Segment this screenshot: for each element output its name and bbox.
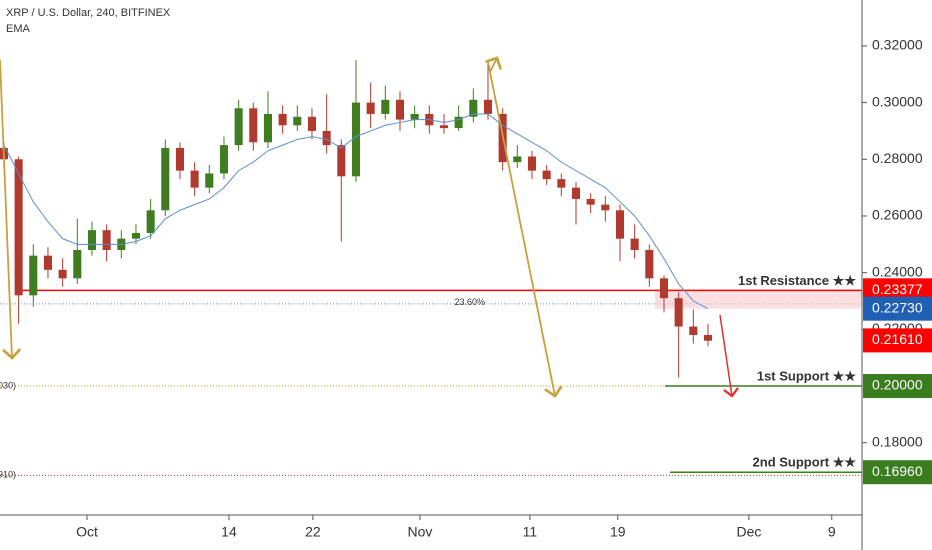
x-tick-label: 11 — [523, 524, 538, 540]
candle-body — [615, 210, 625, 239]
candle-body — [205, 173, 214, 188]
level-label: 1st Support ★★ — [757, 368, 856, 383]
dotted-level-label: 910) — [0, 470, 16, 480]
candle-body — [293, 116, 302, 126]
arrow — [719, 314, 732, 396]
candle-body — [322, 130, 331, 146]
level-badge-label: 0.20000 — [872, 377, 923, 393]
ema-badge — [863, 296, 932, 321]
y-tick-label: 0.24000 — [872, 263, 923, 279]
candle-body — [351, 102, 361, 177]
level-badge — [863, 374, 932, 399]
level-label: 1st Resistance ★★ — [738, 273, 856, 288]
x-tick-label: Oct — [76, 524, 98, 540]
candle-body — [219, 145, 229, 174]
candle-body — [659, 278, 669, 299]
arrow — [487, 61, 555, 396]
arrow — [490, 58, 497, 73]
candle-body — [249, 108, 258, 143]
candle-body — [175, 147, 185, 171]
candle-body — [263, 113, 273, 143]
level-badge-label: 0.23377 — [872, 281, 923, 297]
chart-title: XRP / U.S. Dollar, 240, BITFINEX — [6, 7, 171, 19]
indicator-name: EMA — [6, 23, 31, 35]
x-tick-label: 19 — [610, 524, 626, 540]
ema-badge-label: 0.22730 — [872, 299, 923, 315]
candle-body — [674, 298, 683, 327]
x-tick-label: Nov — [407, 524, 432, 540]
candle-body — [703, 335, 713, 341]
candle-body — [571, 187, 581, 199]
candle-body — [689, 326, 698, 336]
candle-body — [469, 99, 478, 117]
level-label: 2nd Support ★★ — [753, 455, 857, 470]
candle-body — [337, 145, 346, 177]
dotted-level-label: 030) — [0, 380, 16, 390]
candle-body — [146, 210, 155, 233]
candle-body — [527, 156, 537, 171]
candle-body — [395, 99, 405, 120]
candle-body — [557, 179, 566, 188]
candle-body — [601, 204, 610, 211]
candle-body — [14, 159, 23, 296]
candle-body — [645, 249, 654, 279]
price-badge-label: 0.21610 — [872, 331, 923, 347]
y-tick-label: 0.32000 — [872, 37, 923, 53]
candle-body — [630, 238, 639, 250]
level-badge-label: 0.16960 — [872, 463, 923, 479]
candle-body — [29, 255, 38, 296]
price-badge — [863, 328, 932, 353]
resistance-zone — [655, 290, 862, 309]
candle-body — [87, 230, 96, 250]
candle-body — [513, 156, 522, 163]
y-tick-label: 0.26000 — [872, 207, 923, 223]
candle-body — [234, 108, 243, 146]
x-tick-label: Dec — [736, 524, 761, 540]
candle-body — [307, 116, 317, 131]
candle-body — [278, 113, 287, 126]
candle-body — [366, 102, 375, 114]
candle-body — [58, 269, 67, 279]
candle-body — [454, 116, 463, 129]
ema-line — [3, 113, 709, 310]
candle-body — [190, 170, 199, 188]
candle-body — [381, 99, 390, 114]
fib-label: 23.60% — [454, 297, 485, 307]
y-tick-label: 0.18000 — [872, 433, 923, 449]
y-tick-label: 0.28000 — [872, 150, 923, 166]
arrow — [0, 59, 12, 358]
candle-body — [410, 113, 419, 120]
level-badge — [863, 460, 932, 485]
candle-body — [43, 255, 52, 270]
candle-body — [73, 249, 82, 279]
x-tick-label: 22 — [305, 524, 321, 540]
candle-body — [542, 170, 551, 180]
candle-body — [131, 232, 140, 239]
x-tick-label: 9 — [828, 524, 836, 540]
candle-body — [439, 125, 449, 129]
candle-body — [586, 198, 595, 205]
candle-body — [483, 99, 493, 114]
y-tick-label: 0.30000 — [872, 93, 923, 109]
candle-body — [102, 230, 111, 250]
candle-body — [161, 147, 170, 211]
x-tick-label: 14 — [221, 524, 237, 540]
